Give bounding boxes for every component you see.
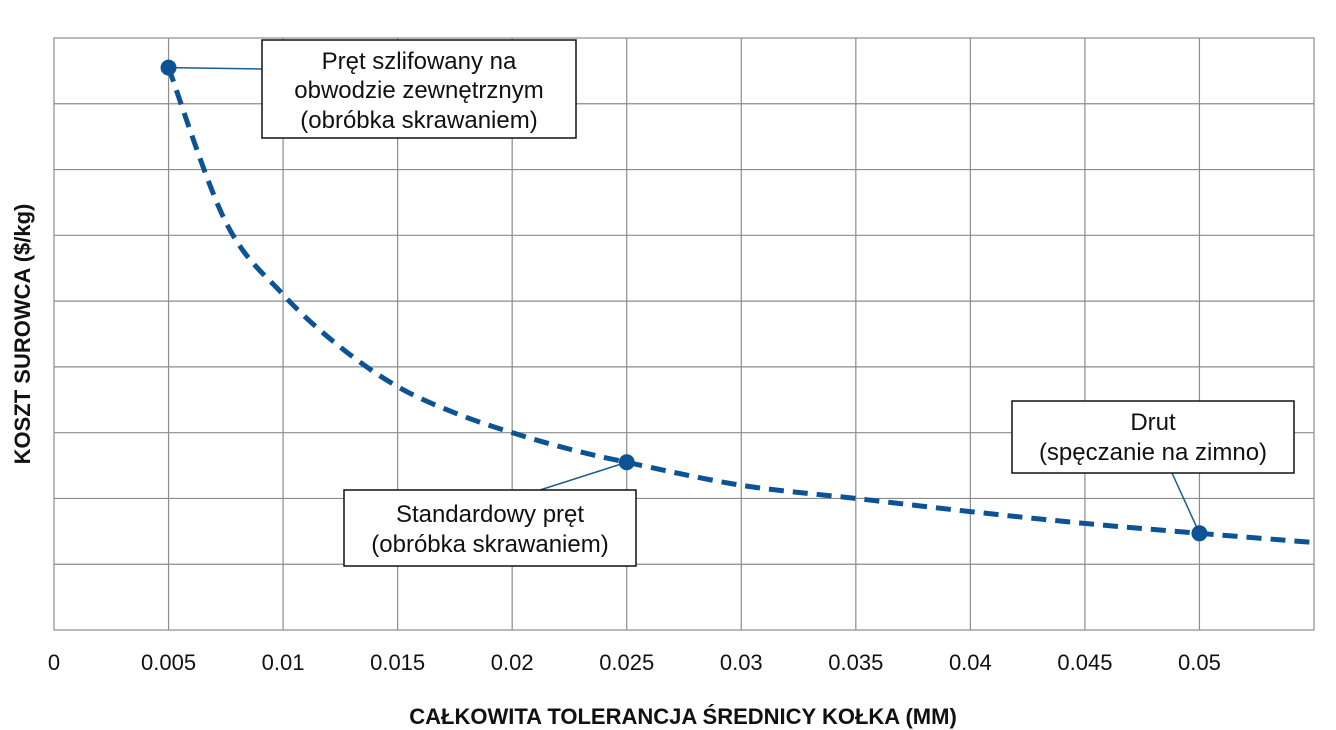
data-point <box>1191 525 1208 542</box>
annotation-box <box>1011 400 1295 474</box>
annotation-leader-line <box>168 66 263 70</box>
x-tick-label: 0.015 <box>370 650 425 675</box>
x-tick-label: 0.05 <box>1178 650 1221 675</box>
x-tick-label: 0.035 <box>828 650 883 675</box>
x-tick-labels: 0 0.005 0.01 0.015 0.02 0.025 0.03 0.035 0.04 0.0… <box>48 650 1221 675</box>
data-point <box>160 59 177 76</box>
annotation-line: Drut <box>1130 409 1176 436</box>
point-layer <box>160 59 1208 542</box>
data-point <box>618 454 635 471</box>
x-tick-label: 0.005 <box>141 650 196 675</box>
annotation-line: Pręt szlifowany na <box>322 48 517 75</box>
x-tick-label: 0.025 <box>599 650 654 675</box>
x-tick-label: 0 <box>48 650 60 675</box>
annotation-wire: Drut (spęczanie na zimno) <box>1011 400 1295 534</box>
y-axis-title: KOSZT SUROWCA ($/kg) <box>10 204 35 465</box>
annotation-leader-line <box>539 461 627 491</box>
x-tick-label: 0.02 <box>491 650 534 675</box>
annotation-standard-bar: Standardowy pręt (obróbka skrawaniem) <box>343 461 637 567</box>
annotation-leader-line <box>1171 472 1201 534</box>
x-tick-label: 0.01 <box>262 650 305 675</box>
annotation-line: (spęczanie na zimno) <box>1039 439 1267 466</box>
x-tick-label: 0.03 <box>720 650 763 675</box>
annotation-line: (obróbka skrawaniem) <box>300 107 537 134</box>
plot-frame <box>53 37 1315 631</box>
annotation-line: Standardowy pręt <box>396 501 584 528</box>
series-line <box>166 66 1315 546</box>
x-tick-label: 0.045 <box>1057 650 1112 675</box>
x-axis-title: CAŁKOWITA TOLERANCJA ŚREDNICY KOŁKA (MM) <box>409 704 957 729</box>
annotation-line: (obróbka skrawaniem) <box>371 531 608 558</box>
annotation-line: obwodzie zewnętrznym <box>294 77 543 104</box>
annotation-ground-bar: Pręt szlifowany na obwodzie zewnętrznym … <box>168 39 577 139</box>
annotation-box <box>261 39 577 139</box>
grid <box>53 37 1315 631</box>
annotation-box <box>343 489 637 567</box>
x-tick-label: 0.04 <box>949 650 992 675</box>
series-layer <box>166 66 1315 546</box>
